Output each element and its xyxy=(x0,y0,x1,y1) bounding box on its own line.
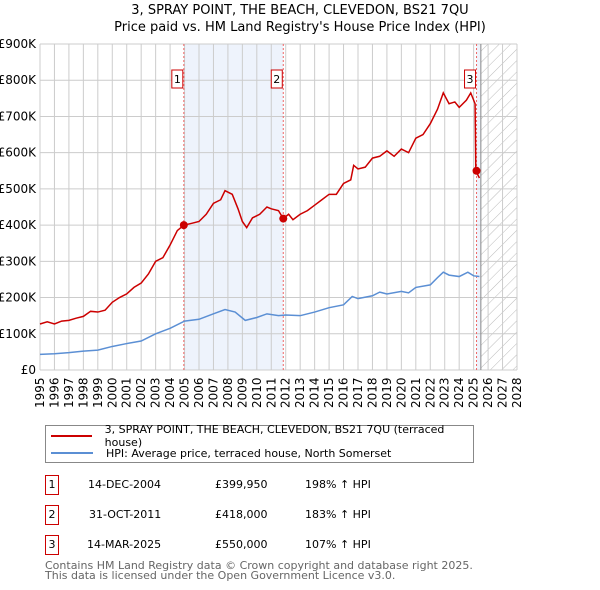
x-tick-label: 2027 xyxy=(496,377,510,408)
x-tick-label: 2026 xyxy=(481,377,495,408)
x-tick-label: 1997 xyxy=(62,377,76,408)
sale-label: 1 xyxy=(174,73,181,86)
footer: Contains HM Land Registry data © Crown c… xyxy=(45,559,473,582)
x-tick-label: 2012 xyxy=(279,377,293,408)
sale-date: 31-OCT-2011 xyxy=(89,508,162,521)
x-tick-label: 2011 xyxy=(264,377,278,408)
forecast-hatch xyxy=(480,44,517,370)
series-line xyxy=(39,91,481,325)
sale-point xyxy=(279,214,288,223)
y-tick-label: £0 xyxy=(21,363,36,377)
sale-price: £399,950 xyxy=(215,478,268,491)
legend-label-hpi: HPI: Average price, terraced house, Nort… xyxy=(106,446,392,460)
sale-hpi: 198% ↑ HPI xyxy=(305,478,371,491)
sale-point xyxy=(472,166,481,175)
y-tick-label: £200K xyxy=(0,291,37,305)
sale-row: 1 14-DEC-2004 £399,950 198% ↑ HPI xyxy=(45,475,465,495)
sale-marker: 2 xyxy=(45,505,59,525)
x-tick-label: 2015 xyxy=(322,377,336,408)
x-tick-label: 2017 xyxy=(351,377,365,408)
y-tick-label: £400K xyxy=(0,218,37,232)
x-tick-label: 2004 xyxy=(163,377,177,408)
footer-copyright: Contains HM Land Registry data © Crown c… xyxy=(45,559,473,572)
sale-hpi: 107% ↑ HPI xyxy=(305,538,371,551)
sale-label: 3 xyxy=(467,73,474,86)
x-tick-label: 2023 xyxy=(438,377,452,408)
sale-label: 2 xyxy=(273,73,280,86)
footer-licence: This data is licensed under the Open Gov… xyxy=(45,569,396,582)
legend-swatch-hpi xyxy=(51,452,93,454)
legend: 3, SPRAY POINT, THE BEACH, CLEVEDON, BS2… xyxy=(45,423,474,463)
x-tick-label: 1995 xyxy=(33,377,47,408)
sale-row: 3 14-MAR-2025 £550,000 107% ↑ HPI xyxy=(45,535,465,555)
sale-row: 2 31-OCT-2011 £418,000 183% ↑ HPI xyxy=(45,505,465,525)
sale-marker: 3 xyxy=(45,535,59,555)
x-tick-label: 1998 xyxy=(76,377,90,408)
x-tick-label: 2024 xyxy=(452,377,466,408)
sale-price: £418,000 xyxy=(215,508,268,521)
x-tick-label: 2002 xyxy=(134,377,148,408)
y-tick-label: £600K xyxy=(0,146,37,160)
x-tick-label: 2000 xyxy=(105,377,119,408)
series-line xyxy=(39,271,480,356)
y-tick-label: £500K xyxy=(0,182,37,196)
x-tick-label: 2005 xyxy=(178,377,192,408)
y-tick-label: £100K xyxy=(0,327,37,341)
y-tick-label: £700K xyxy=(0,109,37,123)
x-tick-label: 2016 xyxy=(337,377,351,408)
x-tick-label: 2001 xyxy=(120,377,134,408)
legend-label-property: 3, SPRAY POINT, THE BEACH, CLEVEDON, BS2… xyxy=(104,423,445,449)
x-tick-label: 2021 xyxy=(409,377,423,408)
y-tick-label: £300K xyxy=(0,254,37,268)
sale-price: £550,000 xyxy=(215,538,268,551)
x-tick-label: 2010 xyxy=(250,377,264,408)
x-tick-label: 2009 xyxy=(235,377,249,408)
sale-point xyxy=(179,221,188,230)
x-tick-label: 2022 xyxy=(423,377,437,408)
chart-subtitle: Price paid vs. HM Land Registry's House … xyxy=(114,20,486,35)
x-tick-label: 1996 xyxy=(47,377,61,408)
x-tick-label: 2018 xyxy=(365,377,379,408)
x-tick-label: 2014 xyxy=(308,377,322,408)
x-tick-label: 2025 xyxy=(467,377,481,408)
x-tick-label: 2003 xyxy=(149,377,163,408)
sale-hpi: 183% ↑ HPI xyxy=(305,508,371,521)
sale-date: 14-MAR-2025 xyxy=(87,538,162,551)
sale-label-box xyxy=(464,69,477,89)
sale-label-box xyxy=(270,69,283,89)
x-tick-label: 2013 xyxy=(293,377,307,408)
chart-title: 3, SPRAY POINT, THE BEACH, CLEVEDON, BS2… xyxy=(131,3,469,18)
x-tick-label: 1999 xyxy=(91,377,105,408)
price-chart: 1995 1996 1997 1998 1999 2000 2001 2002 2003 2004… xyxy=(0,37,524,408)
x-tick-label: 2020 xyxy=(394,377,408,408)
legend-swatch-property xyxy=(51,435,92,437)
sale-label-box xyxy=(171,69,184,89)
sale-date: 14-DEC-2004 xyxy=(88,478,162,491)
sale-marker: 1 xyxy=(45,475,59,495)
y-tick-label: £900K xyxy=(0,37,37,51)
x-tick-label: 2019 xyxy=(380,377,394,408)
x-tick-label: 2028 xyxy=(510,377,524,408)
x-tick-label: 2008 xyxy=(221,377,235,408)
x-tick-label: 2007 xyxy=(206,377,220,408)
y-tick-label: £800K xyxy=(0,73,37,87)
shaded-period xyxy=(476,44,481,370)
x-tick-label: 2006 xyxy=(192,377,206,408)
